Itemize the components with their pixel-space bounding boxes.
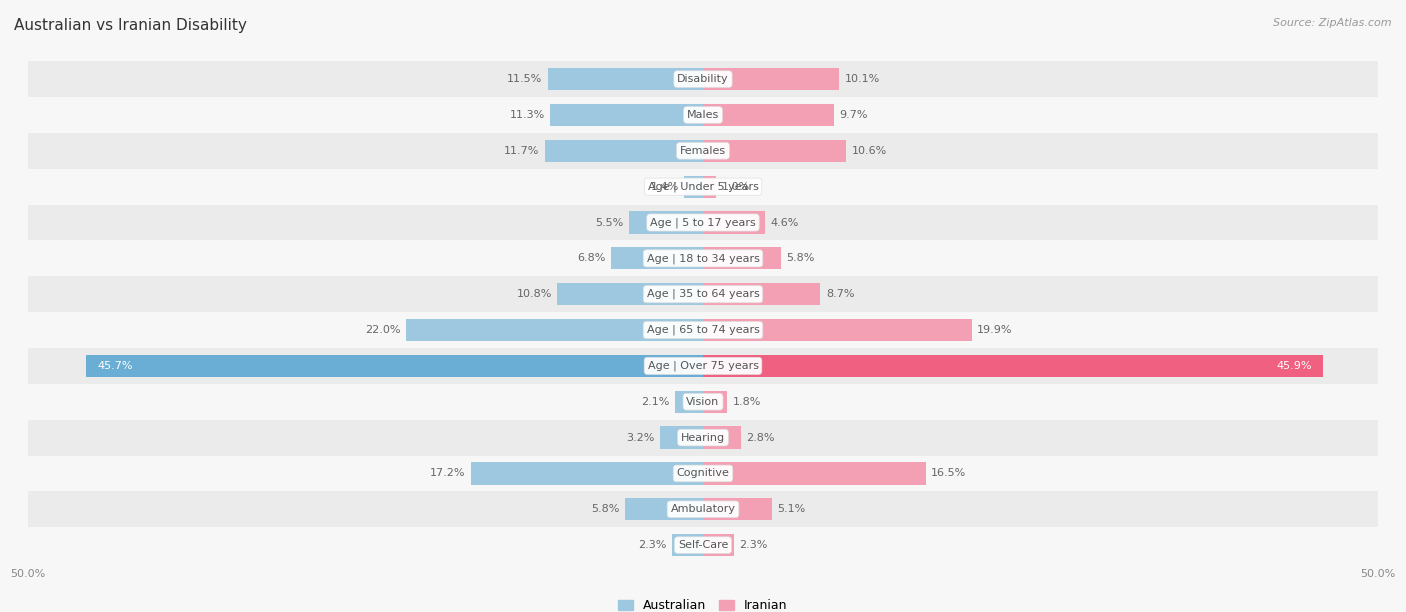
Bar [628,211,703,234]
Text: Cognitive: Cognitive [676,468,730,479]
Text: 11.7%: 11.7% [505,146,540,156]
Text: Disability: Disability [678,74,728,84]
Text: 2.8%: 2.8% [747,433,775,442]
Bar [703,211,765,234]
Text: 22.0%: 22.0% [366,325,401,335]
Text: 9.7%: 9.7% [839,110,868,120]
Text: Age | 65 to 74 years: Age | 65 to 74 years [647,325,759,335]
Bar [703,319,972,341]
Bar [703,390,727,413]
Text: 3.2%: 3.2% [626,433,654,442]
Bar [612,247,703,269]
Text: 1.0%: 1.0% [721,182,751,192]
Text: Age | Over 75 years: Age | Over 75 years [648,360,758,371]
Bar [703,534,734,556]
Text: Males: Males [688,110,718,120]
Text: 2.3%: 2.3% [638,540,666,550]
Text: 11.3%: 11.3% [510,110,546,120]
Bar [28,348,1378,384]
Text: Vision: Vision [686,397,720,407]
Text: 45.9%: 45.9% [1277,361,1312,371]
Text: 11.5%: 11.5% [508,74,543,84]
Bar [703,462,925,485]
Bar [28,455,1378,491]
Text: Source: ZipAtlas.com: Source: ZipAtlas.com [1274,18,1392,28]
Bar [703,247,782,269]
Text: Females: Females [681,146,725,156]
Bar [703,140,846,162]
Text: Hearing: Hearing [681,433,725,442]
Text: Age | 5 to 17 years: Age | 5 to 17 years [650,217,756,228]
Bar [28,61,1378,97]
Text: 10.1%: 10.1% [845,74,880,84]
Bar [471,462,703,485]
Text: 1.8%: 1.8% [733,397,761,407]
Text: Australian vs Iranian Disability: Australian vs Iranian Disability [14,18,247,34]
Text: 2.1%: 2.1% [641,397,669,407]
Bar [28,241,1378,276]
Bar [548,68,703,90]
Bar [624,498,703,520]
Bar [28,169,1378,204]
Bar [703,355,1323,377]
Text: 4.6%: 4.6% [770,217,799,228]
Bar [703,283,821,305]
Bar [675,390,703,413]
Text: 2.3%: 2.3% [740,540,768,550]
Bar [703,104,834,126]
Text: Age | 18 to 34 years: Age | 18 to 34 years [647,253,759,264]
Text: 17.2%: 17.2% [430,468,465,479]
Text: 10.6%: 10.6% [852,146,887,156]
Text: Age | 35 to 64 years: Age | 35 to 64 years [647,289,759,299]
Bar [28,97,1378,133]
Bar [703,176,717,198]
Bar [28,420,1378,455]
Text: Age | Under 5 years: Age | Under 5 years [648,181,758,192]
Bar [28,276,1378,312]
Text: 5.1%: 5.1% [778,504,806,514]
Bar [557,283,703,305]
Text: 5.8%: 5.8% [787,253,815,263]
Text: Self-Care: Self-Care [678,540,728,550]
Text: 1.4%: 1.4% [651,182,679,192]
Bar [406,319,703,341]
Text: 10.8%: 10.8% [516,289,551,299]
Bar [28,133,1378,169]
Bar [685,176,703,198]
Bar [28,527,1378,563]
Bar [546,140,703,162]
Bar [28,204,1378,241]
Bar [659,427,703,449]
Text: 45.7%: 45.7% [97,361,132,371]
Text: 5.5%: 5.5% [595,217,623,228]
Text: 16.5%: 16.5% [931,468,966,479]
Text: 6.8%: 6.8% [578,253,606,263]
Bar [28,312,1378,348]
Bar [703,427,741,449]
Legend: Australian, Iranian: Australian, Iranian [613,594,793,612]
Text: 19.9%: 19.9% [977,325,1012,335]
Bar [672,534,703,556]
Text: 8.7%: 8.7% [825,289,855,299]
Bar [28,384,1378,420]
Bar [703,498,772,520]
Bar [703,68,839,90]
Text: Ambulatory: Ambulatory [671,504,735,514]
Text: 5.8%: 5.8% [591,504,619,514]
Bar [28,491,1378,527]
Bar [86,355,703,377]
Bar [551,104,703,126]
